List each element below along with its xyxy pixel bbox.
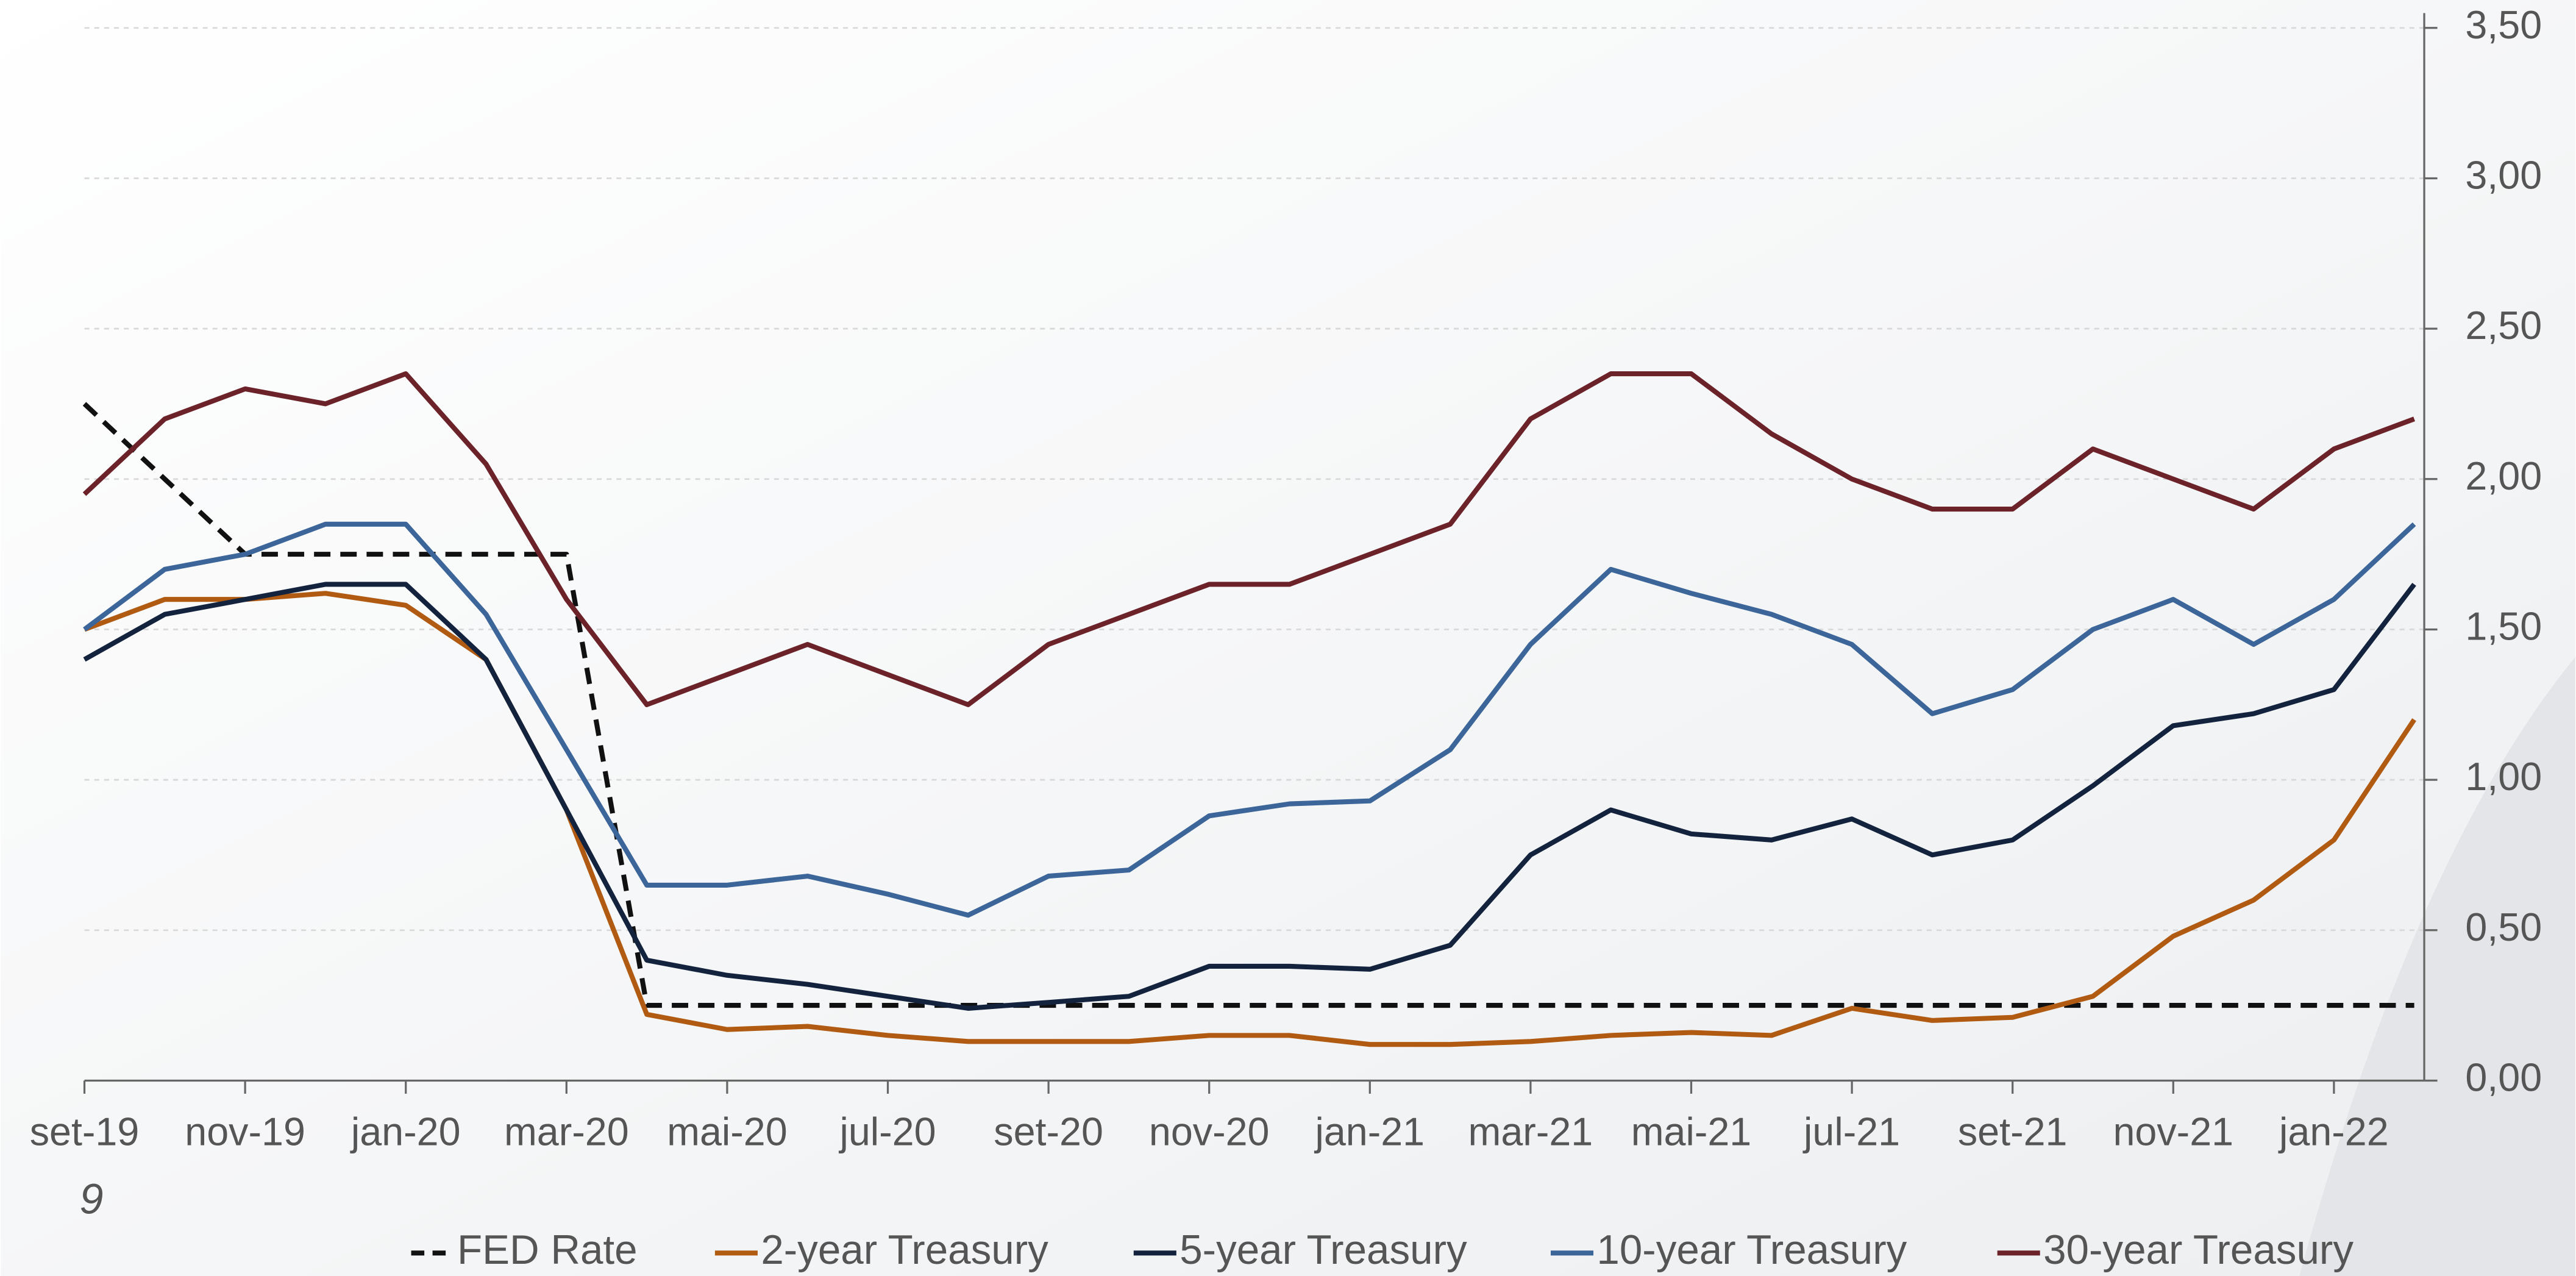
y-tick-label: 0,00 [2465, 1055, 2542, 1100]
line-series [83, 521, 2416, 918]
y-tick-label: 0,50 [2465, 905, 2542, 949]
y-tick-label: 1,00 [2465, 754, 2542, 799]
y-tick-label: 2,00 [2465, 454, 2542, 498]
x-tick-label: mar-20 [504, 1109, 629, 1153]
page-curl [2299, 657, 2575, 1276]
y-tick-label: 1,50 [2465, 604, 2542, 649]
legend-label: 5-year Treasury [1179, 1227, 1467, 1273]
x-tick-label: set-21 [1958, 1109, 2068, 1153]
legend-label: 30-year Treasury [2043, 1227, 2354, 1273]
legend-label: FED Rate [457, 1227, 638, 1273]
x-tick-label: mar-21 [1468, 1109, 1593, 1153]
legend-label: 10-year Treasury [1596, 1227, 1907, 1273]
line-series [83, 582, 2416, 1011]
y-tick-label: 2,50 [2465, 303, 2542, 348]
x-tick-label: set-19 [30, 1109, 140, 1153]
x-tick-label: nov-19 [185, 1109, 305, 1153]
x-tick-label: nov-20 [1149, 1109, 1270, 1153]
y-tick-label: 3,00 [2465, 153, 2542, 198]
x-tick-label: jul-20 [838, 1109, 936, 1153]
x-tick-label: jan-22 [2278, 1109, 2389, 1153]
y-tick-label: 3,50 [2465, 2, 2542, 47]
line-series [82, 371, 2416, 707]
x-tick-label: jan-20 [350, 1109, 461, 1153]
line-series [82, 402, 2414, 1008]
x-tick-label: set-20 [994, 1109, 1103, 1153]
legend-label: 2-year Treasury [761, 1227, 1048, 1273]
x-tick-label: jul-21 [1802, 1109, 1900, 1153]
x-tick-label: mai-21 [1631, 1109, 1752, 1153]
x-tick-label: mai-20 [667, 1109, 788, 1153]
x-tick-label: nov-21 [2113, 1109, 2233, 1153]
line-series [84, 591, 2416, 1047]
x-tick-label: jan-21 [1314, 1109, 1425, 1153]
page-number: 9 [79, 1175, 103, 1222]
